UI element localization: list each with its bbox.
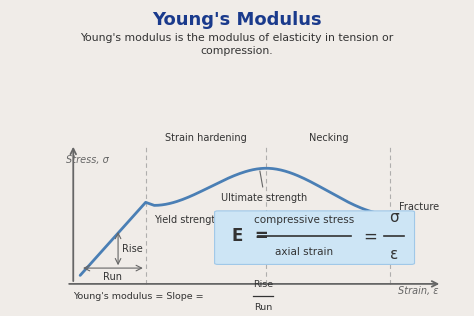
Text: Yield strength: Yield strength	[154, 215, 222, 224]
Text: Young's modulus is the modulus of elasticity in tension or
compression.: Young's modulus is the modulus of elasti…	[81, 33, 393, 56]
FancyBboxPatch shape	[215, 211, 415, 264]
Text: Necking: Necking	[309, 133, 348, 143]
Text: Run: Run	[103, 272, 122, 282]
Text: Run: Run	[254, 303, 272, 312]
Text: Strain hardening: Strain hardening	[165, 133, 247, 143]
Text: Rise: Rise	[122, 244, 143, 254]
Text: =: =	[363, 228, 377, 246]
Text: σ: σ	[389, 210, 399, 226]
Text: axial strain: axial strain	[275, 247, 333, 258]
Text: Ultimate strength: Ultimate strength	[221, 171, 308, 203]
Text: Rise: Rise	[253, 281, 273, 289]
Text: ε: ε	[390, 247, 398, 262]
Text: Stress, σ: Stress, σ	[66, 155, 109, 165]
Text: compressive stress: compressive stress	[254, 216, 355, 226]
Text: Young's modulus = Slope =: Young's modulus = Slope =	[73, 292, 207, 301]
Text: Strain, ε: Strain, ε	[398, 286, 438, 296]
Text: E  =: E =	[232, 228, 269, 246]
Text: Fracture: Fracture	[399, 202, 439, 212]
Text: Young's Modulus: Young's Modulus	[152, 11, 322, 29]
